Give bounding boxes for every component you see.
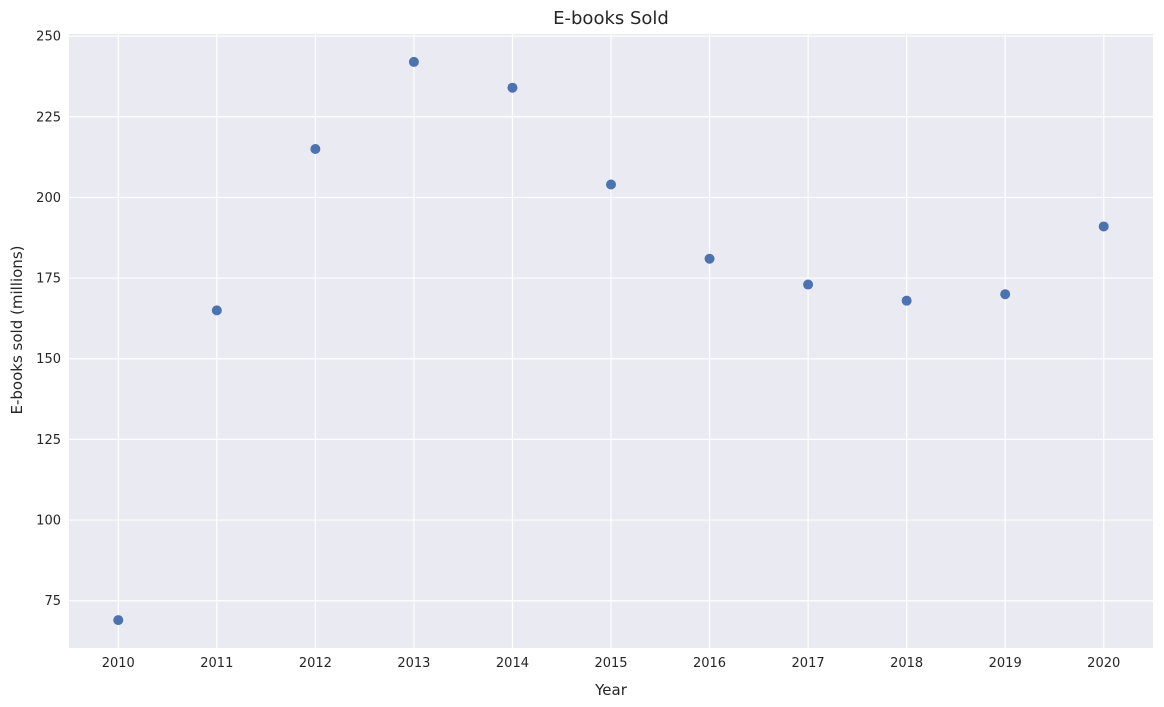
x-tick-label: 2018 <box>890 656 923 671</box>
data-point <box>901 295 912 306</box>
x-tick-label: 2016 <box>693 656 726 671</box>
y-axis-label: E-books sold (millions) <box>8 246 26 415</box>
data-point <box>408 56 419 67</box>
data-point <box>310 144 321 155</box>
x-tick-label: 2010 <box>102 656 135 671</box>
x-tick-labels: 2010 2011 2012 2013 2014 2015 2016 2017 2018 2019… <box>102 656 1121 671</box>
chart-title: E-books Sold <box>553 8 669 29</box>
grid-lines <box>69 34 1153 648</box>
y-tick-label: 75 <box>44 594 61 609</box>
data-point <box>606 179 616 190</box>
y-tick-labels: 75 100 125 150 175 200 225 250 <box>36 30 61 610</box>
x-tick-label: 2019 <box>989 656 1022 671</box>
x-tick-label: 2011 <box>200 656 233 671</box>
data-point <box>803 279 814 290</box>
data-point <box>1098 221 1109 232</box>
x-tick-label: 2014 <box>496 656 529 671</box>
y-tick-label: 150 <box>36 352 61 367</box>
x-tick-label: 2012 <box>299 656 332 671</box>
data-point <box>704 253 715 264</box>
x-tick-label: 2013 <box>397 656 430 671</box>
x-tick-label: 2017 <box>792 656 825 671</box>
y-tick-label: 200 <box>36 191 61 206</box>
x-tick-label: 2020 <box>1087 656 1120 671</box>
y-tick-label: 100 <box>36 514 61 529</box>
x-tick-label: 2015 <box>594 656 627 671</box>
y-tick-label: 175 <box>36 272 61 287</box>
data-point <box>1000 289 1011 300</box>
y-tick-label: 225 <box>36 110 61 125</box>
y-tick-label: 250 <box>36 30 61 45</box>
data-points <box>113 56 1109 626</box>
x-axis-label: Year <box>594 681 628 699</box>
data-point <box>211 305 222 316</box>
data-point <box>113 615 124 626</box>
data-point <box>507 82 518 93</box>
y-tick-label: 125 <box>36 433 61 448</box>
